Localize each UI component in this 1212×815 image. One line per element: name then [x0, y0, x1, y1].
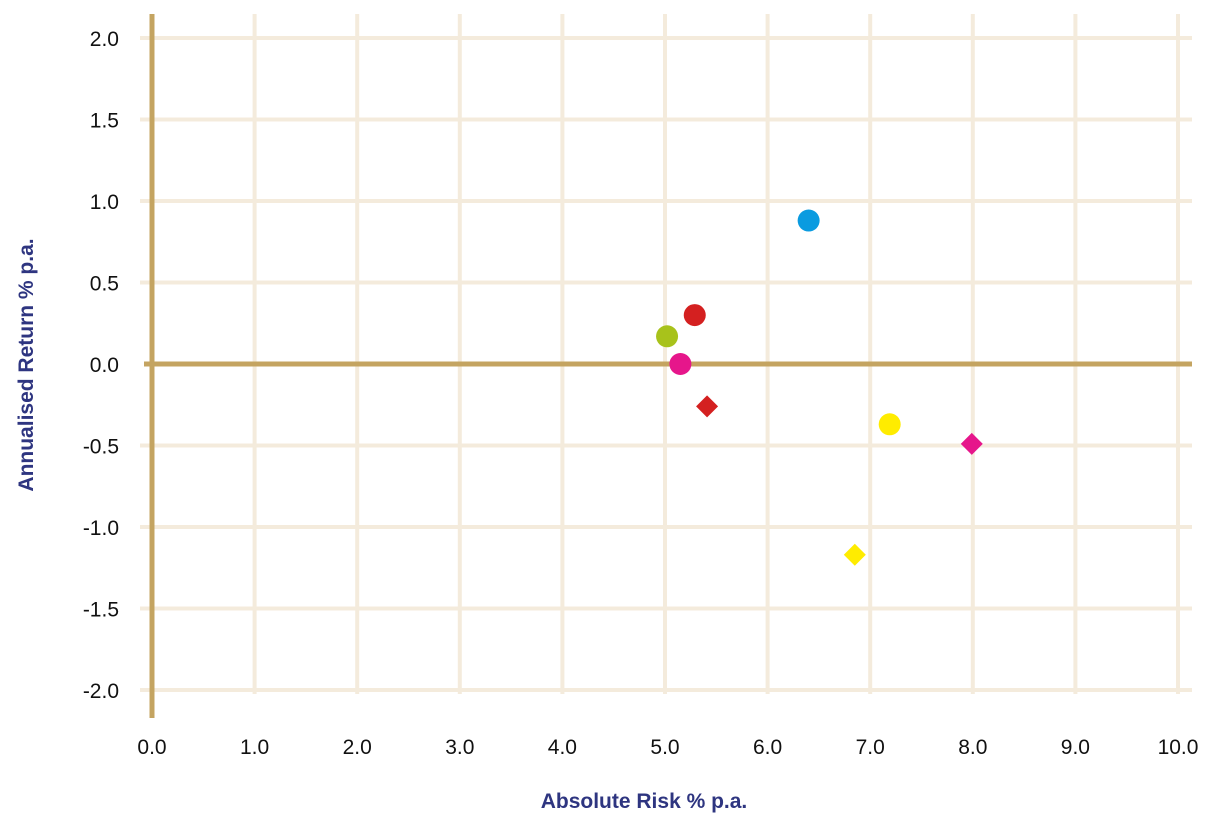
x-tick-label: 10.0	[1158, 736, 1199, 759]
x-tick-label: 5.0	[650, 736, 679, 759]
data-point-diamond	[696, 395, 719, 418]
data-points	[656, 209, 983, 566]
data-point-circle	[656, 325, 679, 348]
x-tick-label: 1.0	[240, 736, 269, 759]
x-tick-label: 8.0	[958, 736, 987, 759]
y-tick-label: 0.5	[90, 273, 119, 296]
y-tick-label: 1.5	[90, 110, 119, 133]
x-axis-title: Absolute Risk % p.a.	[541, 790, 748, 813]
x-tick-label: 7.0	[856, 736, 885, 759]
x-tick-label: 9.0	[1061, 736, 1090, 759]
x-tick-label: 3.0	[445, 736, 474, 759]
y-tick-label: -0.5	[83, 436, 119, 459]
y-tick-labels: 2.0 1.5 1.0 0.5 0.0 -0.5 -1.0 -1.5 -2.0	[83, 28, 119, 703]
data-point-circle	[878, 413, 901, 436]
data-point-diamond	[960, 432, 983, 455]
x-tick-label: 4.0	[548, 736, 577, 759]
y-tick-label: -1.0	[83, 517, 119, 540]
y-tick-label: 0.0	[90, 354, 119, 377]
y-tick-label: 2.0	[90, 28, 119, 51]
y-tick-label: -2.0	[83, 680, 119, 703]
data-point-circle	[797, 209, 820, 232]
y-axis-title: Annualised Return % p.a.	[15, 238, 38, 491]
grid	[140, 14, 1192, 694]
data-point-diamond	[843, 543, 866, 566]
data-point-circle	[683, 304, 706, 327]
y-tick-label: -1.5	[83, 599, 119, 622]
y-tick-label: 1.0	[90, 191, 119, 214]
x-tick-label: 6.0	[753, 736, 782, 759]
data-point-circle	[669, 353, 692, 375]
x-tick-label: 0.0	[137, 736, 166, 759]
x-tick-label: 2.0	[343, 736, 372, 759]
x-tick-labels: 0.0 1.0 2.0 3.0 4.0 5.0 6.0 7.0 8.0 9.0 10.0	[137, 736, 1198, 759]
axes	[144, 14, 1192, 718]
